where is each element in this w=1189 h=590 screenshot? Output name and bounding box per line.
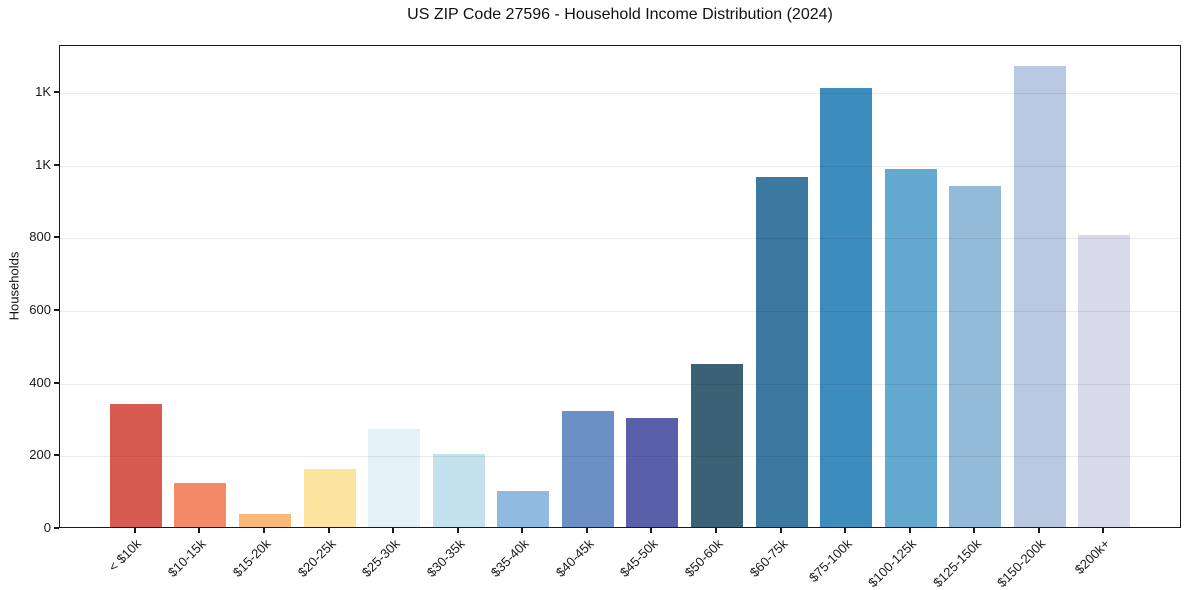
gridline-600 [60, 311, 1180, 313]
x-tick-label: $10-15k [165, 536, 210, 580]
gridline-400 [60, 383, 1180, 385]
y-tick-mark [54, 91, 59, 94]
x-tick-label: $50-60k [681, 536, 726, 580]
chart-title: US ZIP Code 27596 - Household Income Dis… [407, 6, 833, 23]
y-tick-label: 600 [29, 302, 51, 318]
x-tick-mark [263, 528, 266, 533]
x-tick-mark [198, 528, 201, 533]
x-tick-mark [392, 528, 395, 533]
x-tick-mark [908, 528, 911, 533]
bar-$15-20k [239, 514, 292, 527]
x-tick-label: $100-125k [865, 536, 920, 590]
bar-$30-35k [432, 454, 485, 527]
bar-$100-125k [884, 169, 937, 527]
x-tick-mark [133, 528, 136, 533]
gridline-200 [60, 456, 1180, 458]
bar-< $10k [109, 403, 162, 527]
x-tick-label: $150-200k [994, 536, 1049, 590]
bar-$35-40k [497, 490, 550, 527]
gridline-1200 [60, 93, 1180, 95]
y-tick-label: 1K [35, 156, 51, 172]
bar-$200k+ [1078, 234, 1131, 527]
y-tick-mark [54, 381, 59, 384]
y-tick-label: 1K [35, 84, 51, 100]
x-tick-mark [521, 528, 524, 533]
x-tick-mark [456, 528, 459, 533]
x-tick-mark [1037, 528, 1040, 533]
x-tick-label: < $10k [106, 536, 145, 575]
x-tick-label: $25-30k [358, 536, 403, 580]
bar-$25-30k [368, 428, 421, 527]
bar-$10-15k [174, 483, 227, 527]
plot-area [59, 45, 1181, 528]
x-tick-label: $35-40k [488, 536, 532, 580]
x-tick-mark [327, 528, 330, 533]
y-tick-mark [54, 527, 59, 529]
y-tick-label: 200 [29, 447, 51, 463]
y-tick-mark [54, 236, 59, 239]
y-tick-label: 400 [29, 374, 51, 390]
x-tick-label: $20-25k [294, 536, 339, 580]
bar-$125-150k [949, 185, 1002, 527]
y-tick-label: 0 [43, 520, 51, 535]
y-tick-label: 800 [29, 229, 51, 245]
x-tick-mark [844, 528, 847, 533]
x-tick-mark [973, 528, 976, 533]
x-tick-mark [650, 528, 653, 533]
y-axis-tick-labels: 0 200 400 600 800 1K 1K [0, 45, 51, 535]
y-tick-mark [54, 163, 59, 166]
y-tick-mark [54, 309, 59, 312]
gridline-1000 [60, 165, 1180, 167]
bar-$60-75k [755, 176, 808, 527]
x-tick-mark [585, 528, 588, 533]
x-tick-label: $125-150k [929, 536, 984, 590]
x-tick-label: $60-75k [746, 536, 791, 580]
x-tick-label: $75-100k [805, 536, 855, 585]
gridline-800 [60, 238, 1180, 240]
x-tick-label: $200k+ [1071, 536, 1113, 578]
bar-$45-50k [626, 418, 679, 527]
x-tick-label: $15-20k [229, 536, 274, 580]
x-tick-mark [779, 528, 782, 533]
bar-$75-100k [820, 87, 873, 527]
x-tick-mark [1102, 528, 1105, 533]
x-tick-label: $45-50k [617, 536, 661, 580]
x-axis-tick-labels: < $10k $10-15k $15-20k $20-25k $25-30k $30-35… [59, 536, 1181, 590]
y-tick-mark [54, 454, 59, 457]
x-tick-label: $40-45k [552, 536, 597, 580]
x-tick-label: $30-35k [423, 536, 468, 580]
bar-$40-45k [561, 410, 614, 527]
bar-$20-25k [303, 468, 356, 527]
x-tick-mark [714, 528, 717, 533]
bar-$50-60k [690, 363, 743, 527]
bar-$150-200k [1013, 65, 1066, 527]
